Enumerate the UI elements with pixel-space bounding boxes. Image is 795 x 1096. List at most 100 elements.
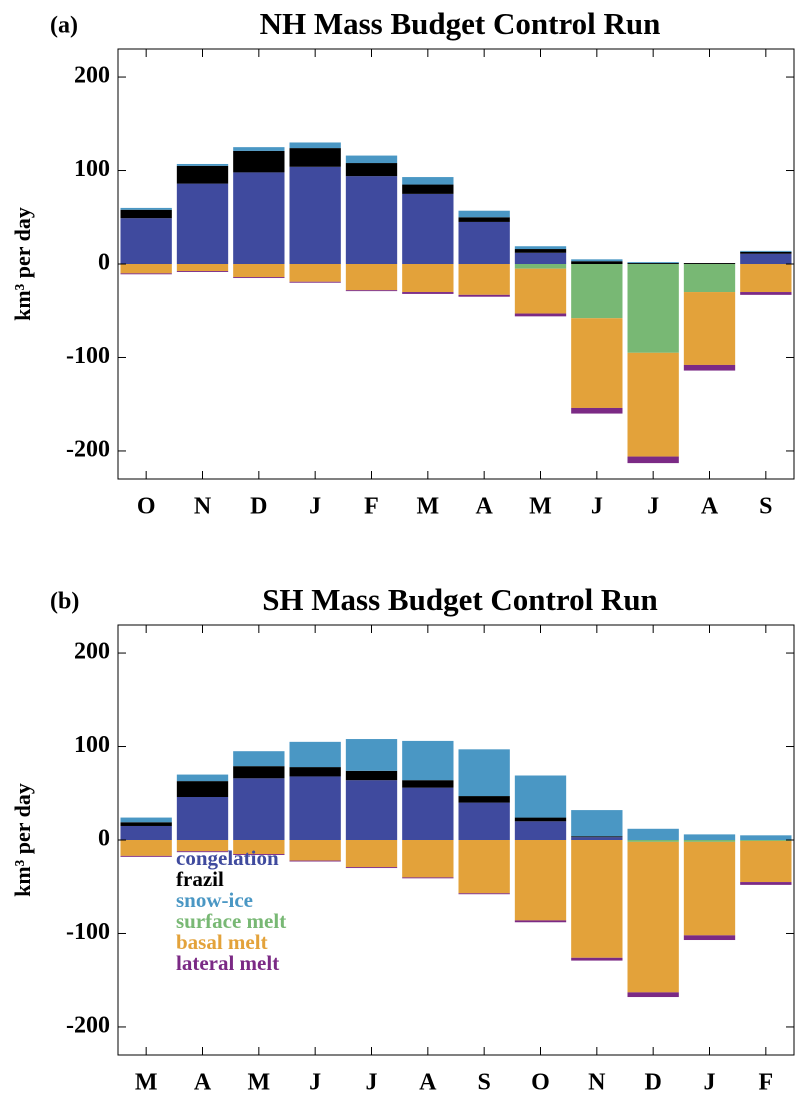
bar-segment (458, 264, 510, 295)
x-tick-label: M (417, 494, 440, 520)
y-tick-label: -100 (66, 343, 110, 369)
bar-segment (627, 828, 679, 840)
y-tick-label: 0 (98, 250, 110, 276)
x-tick-label: J (591, 494, 603, 520)
bar-segment (683, 292, 736, 365)
bar-segment (176, 165, 229, 184)
bar-segment (571, 957, 623, 961)
bar-segment (514, 246, 567, 250)
bar-segment (514, 268, 567, 314)
bar-segment (514, 817, 567, 822)
x-tick-label: J (309, 1070, 321, 1096)
bar-segment (289, 840, 341, 861)
bar-segment (458, 221, 510, 264)
y-axis-label: km³ per day (10, 207, 35, 321)
bar-segment (176, 851, 229, 853)
bar-segment (176, 183, 229, 264)
bar-segment (627, 841, 679, 993)
legend-entry: lateral melt (176, 951, 279, 975)
y-tick-label: 0 (98, 826, 110, 852)
bar-segment (740, 250, 792, 252)
bar-segment (120, 825, 172, 840)
x-tick-label: J (309, 494, 321, 520)
bar-segment (345, 176, 398, 264)
bar-segment (233, 854, 285, 855)
bar-segment (514, 313, 567, 317)
bar-segment (571, 259, 623, 262)
bar-segment (683, 841, 736, 936)
panel-label: (b) (50, 589, 79, 615)
bar-segment (627, 992, 679, 998)
y-tick-label: 200 (74, 639, 110, 665)
x-tick-label: O (531, 1070, 550, 1096)
bar-segment (740, 840, 792, 883)
x-tick-label: F (364, 494, 379, 520)
x-tick-label: S (759, 494, 772, 520)
bar-segment (233, 277, 285, 279)
bar-segment (740, 882, 792, 885)
y-tick-label: 100 (74, 732, 110, 758)
bar-segment (627, 263, 679, 264)
x-tick-label: J (366, 1070, 378, 1096)
y-tick-label: -200 (66, 1012, 110, 1038)
y-tick-label: 200 (74, 63, 110, 89)
x-tick-label: J (647, 494, 659, 520)
bar-segment (683, 364, 736, 371)
bar-segment (120, 840, 172, 856)
bar-segment (458, 217, 510, 222)
y-axis-label: km³ per day (10, 783, 35, 897)
bar-segment (627, 840, 679, 842)
x-tick-label: M (135, 1070, 158, 1096)
bar-segment (402, 292, 454, 294)
x-tick-label: A (701, 494, 719, 520)
bar-segment (120, 855, 172, 857)
bar-segment (740, 264, 792, 293)
bar-segment (402, 177, 454, 185)
bar-segment (514, 821, 567, 840)
x-tick-label: D (250, 494, 267, 520)
bar-segment (458, 294, 510, 297)
bar-segment (740, 251, 792, 254)
bar-segment (289, 741, 341, 768)
bar-segment (571, 810, 623, 837)
bar-segment (458, 210, 510, 218)
bar-segment (458, 749, 510, 797)
bar-segment (345, 840, 398, 868)
x-tick-label: A (475, 494, 493, 520)
legend-entry: surface melt (176, 909, 286, 933)
bar-segment (402, 193, 454, 264)
bar-segment (402, 787, 454, 840)
bar-segment (402, 840, 454, 878)
bar-segment (289, 281, 341, 283)
bar-segment (233, 172, 285, 264)
bar-segment (627, 352, 679, 457)
x-tick-label: M (248, 1070, 271, 1096)
x-tick-label: S (477, 1070, 490, 1096)
y-tick-label: -100 (66, 919, 110, 945)
bar-segment (289, 142, 341, 149)
bar-segment (514, 775, 567, 818)
bar-segment (683, 264, 736, 293)
bar-segment (345, 163, 398, 177)
bar-segment (402, 877, 454, 879)
x-tick-label: J (704, 1070, 716, 1096)
bar-segment (233, 778, 285, 840)
bar-segment (120, 209, 172, 219)
bar-segment (120, 218, 172, 264)
bar-segment (289, 776, 341, 840)
bar-segment (345, 770, 398, 781)
bar-segment (571, 407, 623, 414)
bar-segment (740, 840, 792, 841)
bar-segment (740, 292, 792, 295)
x-tick-label: A (194, 1070, 212, 1096)
bar-segment (740, 253, 792, 264)
x-tick-label: N (194, 494, 212, 520)
bar-segment (176, 840, 229, 852)
bar-segment (345, 780, 398, 840)
bar-segment (627, 262, 679, 264)
bar-segment (176, 163, 229, 166)
bar-segment (402, 740, 454, 781)
bar-segment (627, 264, 679, 353)
bar-segment (233, 751, 285, 767)
bar-segment (289, 767, 341, 777)
